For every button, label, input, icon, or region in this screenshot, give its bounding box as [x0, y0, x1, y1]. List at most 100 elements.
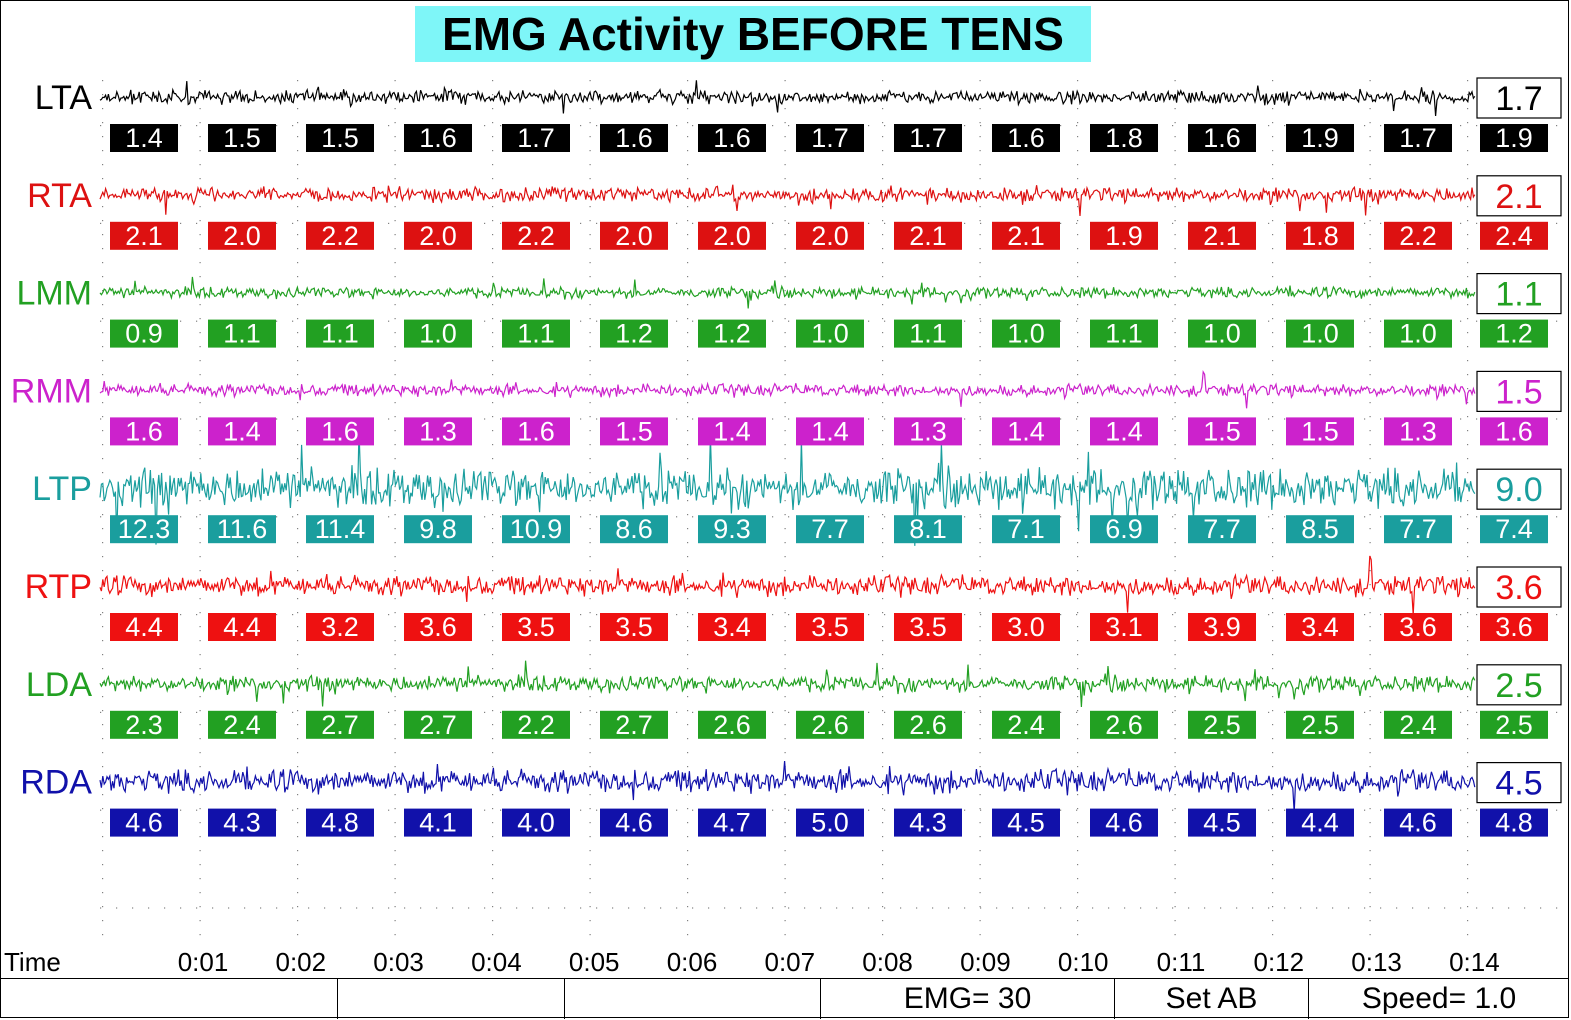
segment-value: 5.0 [811, 808, 849, 838]
segment-box [1090, 319, 1158, 348]
status-cell-1 [0, 979, 337, 1019]
traces [99, 80, 1476, 813]
segment-box [1384, 613, 1452, 641]
segment-box [1286, 613, 1354, 641]
segment-value: 2.2 [517, 710, 555, 740]
segment-box [1384, 710, 1452, 739]
segment-value: 4.4 [125, 612, 163, 642]
segment-box [1480, 124, 1548, 152]
segment-box [894, 808, 962, 837]
segment-value: 2.7 [419, 710, 457, 740]
segment-box [1090, 417, 1158, 446]
segment-box [1090, 808, 1158, 837]
channel-label-rda: RDA [20, 764, 92, 802]
segment-box [306, 613, 374, 641]
segment-value: 3.2 [321, 612, 359, 642]
segment-box [1480, 417, 1548, 446]
segment-box [208, 613, 276, 641]
segment-box [502, 808, 570, 837]
segment-box [502, 515, 570, 544]
segment-value: 4.1 [419, 808, 457, 838]
x-tick-label: 0:08 [862, 947, 913, 977]
segment-box [1188, 124, 1256, 152]
trace-rda [99, 760, 1476, 813]
segment-box [110, 613, 178, 641]
segment-value: 2.5 [1203, 710, 1241, 740]
segment-box [1480, 221, 1548, 250]
segment-value: 3.5 [517, 612, 555, 642]
x-tick-label: 0:03 [373, 947, 424, 977]
status-cell-2 [337, 979, 564, 1019]
segment-box [698, 124, 766, 152]
segment-value: 12.3 [118, 514, 171, 544]
average-value-rta: 2.1 [1495, 178, 1542, 216]
segment-value: 1.4 [811, 416, 849, 446]
trace-rtp [99, 555, 1476, 616]
segment-box [796, 613, 864, 641]
segment-value: 1.7 [1399, 123, 1437, 153]
segment-value: 1.4 [223, 416, 261, 446]
segment-value: 3.4 [713, 612, 751, 642]
average-value-ltp: 9.0 [1495, 471, 1542, 509]
segment-box [1286, 710, 1354, 739]
segment-value: 1.8 [1105, 123, 1143, 153]
segment-value: 7.7 [811, 514, 849, 544]
segment-box [796, 319, 864, 348]
segment-box [1480, 319, 1548, 348]
segment-box [1090, 613, 1158, 641]
segment-value: 1.5 [1301, 416, 1339, 446]
segment-value: 1.2 [713, 319, 751, 349]
segment-value: 11.6 [217, 514, 268, 544]
segment-box [894, 417, 962, 446]
x-axis: Time 0:01 0:02 0:03 0:04 0:05 0:06 0:07 0:08 0:09… [4, 947, 1500, 977]
segment-box [1480, 613, 1548, 641]
channel-label-rta: RTA [27, 177, 92, 215]
x-tick-label: 0:02 [275, 947, 326, 977]
segment-value: 3.4 [1301, 612, 1339, 642]
segment-value: 1.3 [909, 416, 947, 446]
segment-box [404, 515, 472, 544]
x-tick-label: 0:13 [1351, 947, 1402, 977]
average-box-lta [1476, 77, 1562, 119]
status-bar: EMG= 30 Set AB Speed= 1.0 [0, 978, 1569, 1019]
segment-box [306, 124, 374, 152]
trace-lda [99, 660, 1476, 708]
segment-box [894, 710, 962, 739]
segment-value: 2.6 [811, 710, 849, 740]
segment-value: 1.7 [811, 123, 849, 153]
x-tick-label: 0:07 [764, 947, 815, 977]
segment-box [1090, 221, 1158, 250]
segment-value: 1.6 [125, 416, 163, 446]
segment-box [404, 319, 472, 348]
segment-box [1090, 710, 1158, 739]
x-axis-label: Time [4, 947, 61, 977]
segment-value: 1.2 [615, 319, 653, 349]
channel-label-lta: LTA [35, 79, 93, 117]
segment-box [306, 221, 374, 250]
segment-box [110, 710, 178, 739]
x-tick-label: 0:04 [471, 947, 522, 977]
segment-value: 1.4 [1105, 416, 1143, 446]
segment-box [1188, 515, 1256, 544]
segment-box [1286, 124, 1354, 152]
segment-value: 0.9 [125, 319, 163, 349]
segment-box [1286, 319, 1354, 348]
channel-label-lda: LDA [26, 666, 92, 704]
segment-value: 10.9 [510, 514, 563, 544]
segment-value: 1.9 [1301, 123, 1339, 153]
segment-box [992, 515, 1060, 544]
segment-value: 1.4 [1007, 416, 1045, 446]
segment-value: 4.4 [223, 612, 261, 642]
segment-value: 3.1 [1105, 612, 1143, 642]
segment-value: 8.1 [909, 514, 947, 544]
segment-box [1090, 124, 1158, 152]
segment-box [698, 613, 766, 641]
x-tick-label: 0:14 [1449, 947, 1500, 977]
segment-value: 2.6 [713, 710, 751, 740]
segment-value: 4.6 [615, 808, 653, 838]
segment-value: 9.3 [713, 514, 751, 544]
segment-box [404, 710, 472, 739]
segment-box [1090, 515, 1158, 544]
segment-value: 1.9 [1105, 221, 1143, 251]
segment-value: 3.6 [419, 612, 457, 642]
